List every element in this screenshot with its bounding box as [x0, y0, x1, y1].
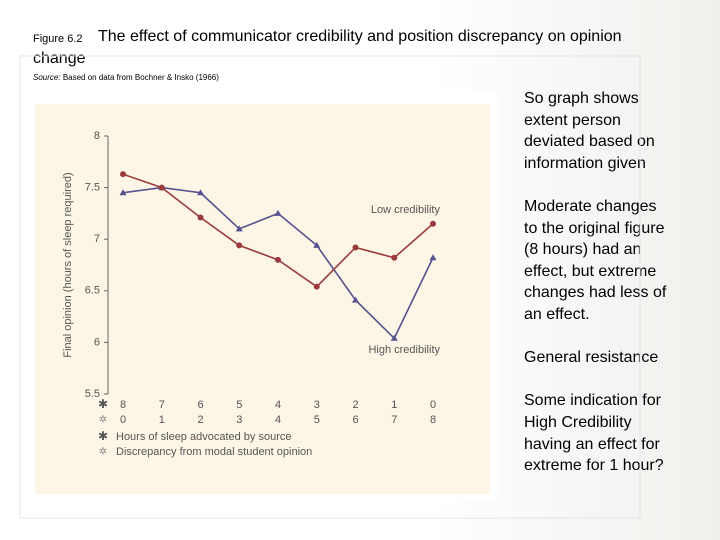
- marker: [197, 214, 204, 221]
- x-tick-label-secondary: 8: [430, 414, 436, 426]
- marker: [236, 242, 243, 249]
- note-line: to the original figure: [524, 219, 665, 237]
- note-line: High Credibility: [524, 413, 632, 431]
- x-tick-label-secondary: 6: [352, 414, 358, 426]
- figure-label: Figure 6.2: [33, 33, 83, 45]
- title: The effect of communicator credibility a…: [98, 28, 622, 45]
- x-tick-label: 1: [391, 399, 397, 411]
- row-symbol: ✱: [98, 397, 108, 411]
- x-tick-label-secondary: 2: [197, 414, 203, 426]
- category-legend: Hours of sleep advocated by source: [116, 431, 292, 443]
- note-line: deviated based on: [524, 133, 655, 151]
- marker: [390, 334, 398, 341]
- note: General resistance: [524, 347, 714, 369]
- marker: [352, 296, 359, 303]
- category-legend: Discrepancy from modal student opinion: [116, 446, 312, 458]
- note-line: information given: [524, 154, 646, 172]
- legend-symbol: ✲: [99, 447, 107, 458]
- note-line: So graph shows: [524, 90, 639, 107]
- series-label: Low credibility: [371, 204, 441, 216]
- x-tick-label: 7: [159, 399, 165, 411]
- marker: [197, 189, 204, 196]
- note-line: extent person: [524, 111, 621, 129]
- legend-symbol: ✱: [98, 429, 108, 443]
- marker: [313, 241, 321, 248]
- x-tick-label-secondary: 0: [120, 414, 126, 426]
- y-tick-label: 7: [94, 233, 100, 245]
- x-tick-label-secondary: 7: [391, 414, 397, 426]
- source: Source: Based on data from Bochner & Ins…: [33, 73, 219, 82]
- marker: [120, 171, 126, 178]
- note: Some indication for High Credibility havin…: [524, 390, 714, 476]
- marker: [429, 254, 437, 261]
- row-symbol: ✲: [99, 415, 107, 426]
- x-tick-label: 2: [352, 399, 358, 411]
- y-tick-label: 6: [94, 336, 100, 348]
- note: Moderate changes to the original figure (8…: [524, 196, 714, 326]
- x-tick-label: 8: [120, 399, 126, 411]
- note: So graph shows extent person deviated base…: [524, 88, 714, 174]
- x-tick-label: 6: [197, 399, 203, 411]
- y-axis-label: Final opinion (hours of sleep required): [62, 172, 74, 357]
- marker: [119, 189, 127, 196]
- marker: [235, 225, 243, 232]
- y-tick-label: 8: [94, 130, 100, 142]
- x-tick-label: 0: [430, 399, 436, 411]
- x-tick-label: 4: [275, 399, 281, 411]
- x-tick-label-secondary: 3: [236, 414, 242, 426]
- note-line: an effect.: [524, 305, 590, 323]
- title: change: [33, 50, 86, 67]
- y-tick-label: 6.5: [85, 285, 100, 297]
- marker: [158, 184, 165, 191]
- note-line: having an effect for: [524, 435, 660, 453]
- series-label: High credibility: [368, 344, 440, 356]
- marker: [352, 244, 359, 251]
- marker: [274, 209, 282, 216]
- note-line: (8 hours) had an: [524, 241, 642, 259]
- note-line: extreme for 1 hour?: [524, 457, 664, 475]
- marker: [391, 254, 398, 261]
- x-tick-label: 5: [236, 399, 242, 411]
- notes: So graph shows extent person deviated base…: [524, 88, 714, 498]
- x-tick-label: 3: [314, 399, 320, 411]
- note-line: effect, but extreme: [524, 262, 657, 280]
- y-tick-label: 5.5: [85, 388, 100, 400]
- note-line: General resistance: [524, 349, 659, 367]
- y-tick-label: 7.5: [85, 182, 100, 194]
- note-line: changes had less of: [524, 284, 667, 302]
- marker: [313, 283, 320, 290]
- note-line: Moderate changes: [524, 197, 657, 215]
- marker: [430, 220, 436, 227]
- frame: [19, 55, 641, 519]
- x-tick-label-secondary: 1: [159, 414, 165, 426]
- source-text: Based on data from Bochner & Insko (1966…: [62, 73, 219, 82]
- note-line: Some indication for: [524, 392, 661, 410]
- source-label: Source:: [33, 73, 61, 82]
- x-tick-label-secondary: 5: [314, 414, 320, 426]
- marker: [275, 256, 281, 263]
- plot-background: [35, 104, 490, 494]
- x-tick-label-secondary: 4: [275, 414, 281, 426]
